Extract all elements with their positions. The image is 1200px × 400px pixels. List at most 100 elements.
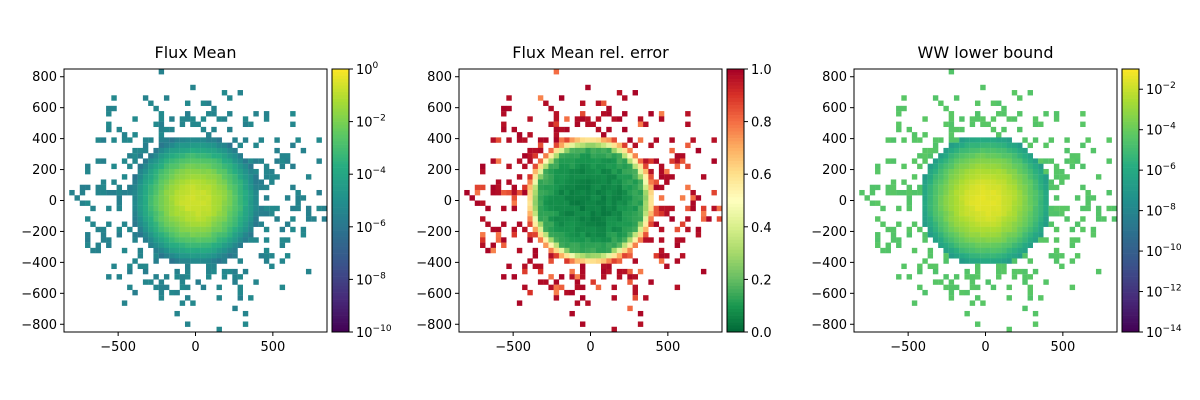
heatmap-cell (211, 200, 217, 206)
heatmap-cell (558, 284, 565, 291)
heatmap-cell (943, 205, 949, 212)
heatmap-cell (553, 295, 560, 301)
heatmap-cell (211, 258, 217, 264)
heatmap-cell (875, 216, 881, 222)
heatmap-cell (648, 111, 654, 117)
heatmap-cell (579, 179, 586, 185)
heatmap-cell (1027, 232, 1033, 238)
heatmap-cell (974, 111, 981, 117)
heatmap-cell (948, 253, 955, 259)
colorbar-segment (1122, 315, 1139, 320)
heatmap-cell (564, 189, 570, 196)
colorbar-segment (332, 118, 349, 122)
y-tick-label: 600 (32, 101, 57, 116)
heatmap-cell (1032, 195, 1039, 201)
heatmap-cell (637, 205, 644, 212)
heatmap-cell (980, 116, 986, 122)
heatmap-cell (558, 168, 565, 175)
colorbar-segment (1122, 253, 1139, 257)
heatmap-cell (990, 168, 997, 175)
heatmap-cell (985, 247, 991, 254)
heatmap-cell (1043, 142, 1049, 149)
heatmap-cell (611, 226, 617, 233)
heatmap-cell (616, 142, 623, 149)
heatmap-cell (922, 232, 928, 238)
colorbar-segment (727, 256, 744, 260)
heatmap-cell (964, 168, 970, 175)
heatmap-cell (690, 205, 696, 212)
heatmap-cell (585, 247, 591, 254)
heatmap-cell (1022, 242, 1028, 248)
heatmap-cell (569, 258, 575, 264)
heatmap-cell (985, 184, 991, 191)
colorbar-segment (727, 318, 744, 323)
colorbar-segment (332, 75, 349, 80)
heatmap-cell (553, 205, 560, 212)
heatmap-cell (601, 232, 607, 238)
heatmap-cell (959, 205, 965, 212)
heatmap-cell (569, 179, 575, 185)
heatmap-cell (911, 137, 918, 143)
colorbar-segment (332, 325, 349, 330)
heatmap-cell (522, 284, 528, 291)
heatmap-cell (537, 279, 544, 285)
heatmap-cell (153, 237, 159, 243)
heatmap-cell (980, 174, 986, 180)
heatmap-cell (569, 268, 575, 275)
heatmap-cell (195, 253, 201, 259)
heatmap-cell (980, 142, 986, 149)
heatmap-cell (1038, 179, 1044, 185)
heatmap-cell (601, 242, 607, 248)
heatmap-cell (1085, 205, 1091, 212)
heatmap-cell (885, 158, 891, 164)
heatmap-cell (632, 211, 638, 217)
colorbar-segment (1122, 246, 1139, 251)
heatmap-cell (643, 121, 649, 128)
heatmap-cell (606, 137, 612, 143)
heatmap-cell (695, 232, 702, 238)
heatmap-cell (1080, 205, 1086, 212)
heatmap-cell (195, 184, 201, 191)
heatmap-cell (1001, 226, 1007, 233)
colorbar-segment (727, 187, 744, 191)
heatmap-cell (622, 216, 628, 222)
heatmap-cell (664, 179, 670, 185)
heatmap-cell (964, 289, 970, 296)
heatmap-cell (922, 132, 928, 138)
heatmap-cell (943, 189, 949, 196)
heatmap-cell (985, 211, 991, 217)
colorbar-segment (1122, 325, 1139, 330)
heatmap-cell (632, 284, 638, 291)
heatmap-cell (242, 116, 249, 122)
heatmap-cell (616, 158, 623, 164)
colorbar-segment (1122, 72, 1139, 76)
heatmap-cell (1053, 174, 1060, 180)
heatmap-cell (227, 253, 233, 259)
heatmap-cell (253, 211, 259, 217)
heatmap-cell (227, 268, 233, 275)
heatmap-cell (574, 237, 581, 243)
heatmap-cell (948, 237, 955, 243)
heatmap-cell (1001, 268, 1007, 275)
heatmap-cell (679, 221, 686, 227)
heatmap-cell (969, 174, 976, 180)
heatmap-cell (564, 137, 570, 143)
heatmap-cell (948, 279, 955, 285)
heatmap-cell (611, 116, 617, 122)
heatmap-cell (511, 232, 518, 238)
heatmap-cell (121, 189, 128, 196)
heatmap-cell (158, 295, 165, 301)
heatmap-cell (990, 100, 997, 106)
heatmap-cell (595, 211, 602, 217)
heatmap-cell (1043, 184, 1049, 191)
heatmap-cell (142, 179, 149, 185)
heatmap-cell (132, 232, 138, 238)
heatmap-cell (506, 137, 512, 143)
heatmap-cell (216, 242, 222, 248)
colorbar-segment (727, 75, 744, 80)
heatmap-cell (564, 289, 570, 296)
heatmap-cell (1022, 195, 1028, 201)
heatmap-cell (211, 268, 217, 275)
heatmap-cell (184, 184, 191, 191)
